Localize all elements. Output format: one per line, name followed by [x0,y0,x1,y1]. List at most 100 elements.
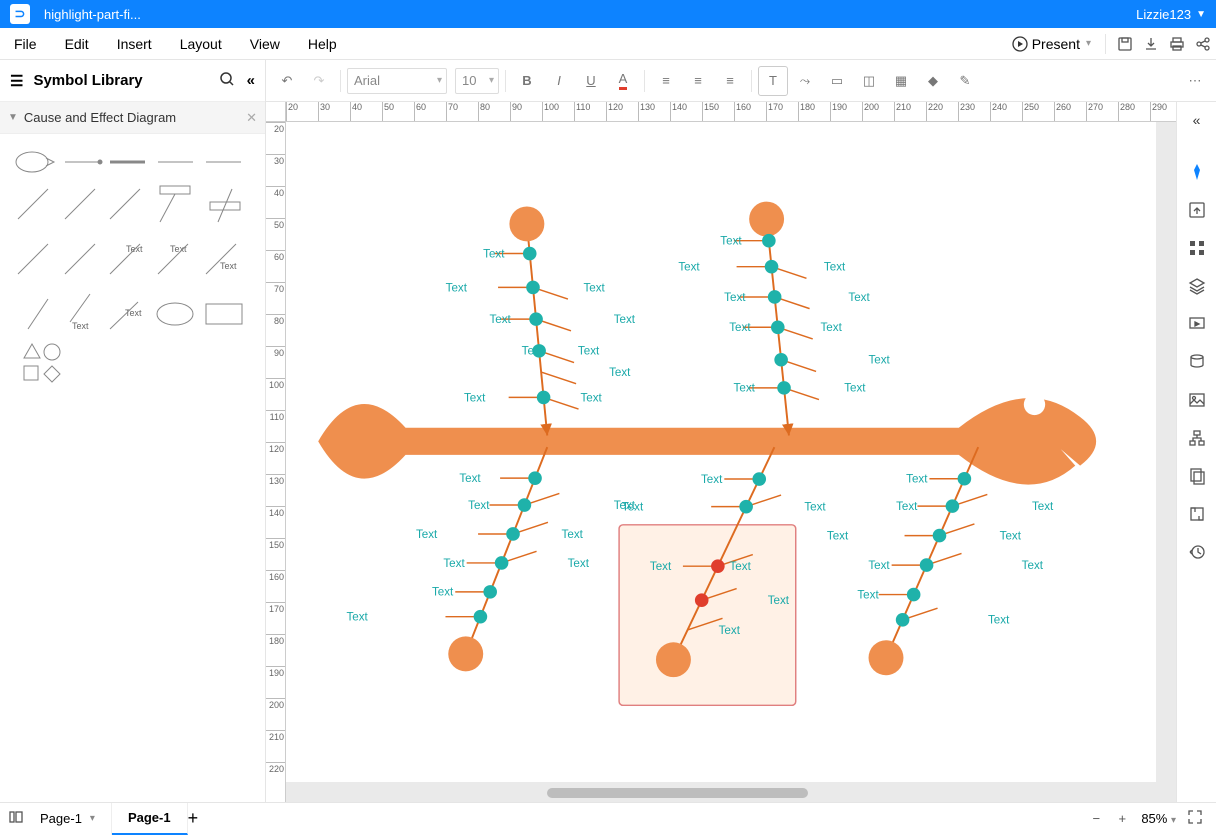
present-button[interactable]: Present ▾ [1004,36,1099,52]
menu-file[interactable]: File [0,36,51,52]
data-icon[interactable] [1185,350,1209,374]
svg-text:Text: Text [844,382,866,395]
pen-button[interactable]: ✎ [950,66,980,96]
outline-icon[interactable] [1185,426,1209,450]
document-name[interactable]: highlight-part-fi... [44,7,1136,22]
svg-text:Text: Text [432,586,454,599]
slide-icon[interactable] [1185,312,1209,336]
svg-text:Text: Text [609,366,631,379]
picture-icon[interactable] [1185,388,1209,412]
horizontal-scrollbar[interactable] [286,788,1156,800]
svg-text:Text: Text [1022,559,1044,572]
svg-text:Text: Text [678,261,700,274]
print-icon[interactable] [1164,31,1190,57]
svg-text:Text: Text [1000,529,1022,542]
svg-text:Text: Text [614,313,636,326]
svg-text:Text: Text [724,291,746,304]
svg-text:Text: Text [734,382,756,395]
canvas[interactable]: Text Text Text Text Text Text Text Text Text Text… [286,122,1156,782]
svg-text:Text: Text [125,308,142,318]
connector-button[interactable]: ⤳ [790,66,820,96]
right-panel: « [1176,102,1216,802]
zoom-level[interactable]: 85% ▾ [1135,811,1182,826]
svg-text:Text: Text [446,281,468,294]
svg-text:Text: Text [562,528,584,541]
close-category-icon[interactable]: ✕ [246,110,257,126]
fill-button[interactable]: ◆ [918,66,948,96]
svg-text:Text: Text [868,559,890,572]
container-button[interactable]: ◫ [854,66,884,96]
fishbone-diagram[interactable]: Text Text Text Text Text Text Text Text Text Text… [286,122,1156,782]
user-menu[interactable]: Lizzie123▼ [1136,7,1206,22]
svg-text:Text: Text [483,247,505,260]
svg-text:Text: Text [768,594,790,607]
svg-text:Text: Text [988,614,1010,627]
shape-button[interactable]: ▭ [822,66,852,96]
fullscreen-button[interactable] [1182,810,1208,827]
redo-button[interactable]: ↷ [304,66,334,96]
category-name[interactable]: Cause and Effect Diagram [24,110,246,125]
page-layout-icon[interactable] [8,809,24,828]
zoom-out-button[interactable]: − [1083,811,1109,826]
menu-view[interactable]: View [236,36,294,52]
underline-button[interactable]: U [576,66,606,96]
download-icon[interactable] [1138,31,1164,57]
align-dist-button[interactable]: ≡ [715,66,745,96]
svg-text:Text: Text [720,235,742,248]
history-icon[interactable] [1185,540,1209,564]
layers-icon[interactable] [1185,274,1209,298]
svg-text:Text: Text [896,500,918,513]
svg-text:Text: Text [170,244,187,254]
svg-text:Text: Text [583,281,605,294]
share-icon[interactable] [1190,31,1216,57]
svg-text:Text: Text [568,557,590,570]
format-toolbar: ↶ ↷ Arial 10 B I U A ≡ ≡ ≡ T ⤳ ▭ ◫ ▦ ◆ ✎… [266,60,1216,102]
svg-text:Text: Text [580,391,602,404]
apps-icon[interactable] [1185,236,1209,260]
add-page-button[interactable]: + [188,808,199,829]
collapse-panel-icon[interactable]: « [247,72,255,89]
svg-text:Text: Text [827,529,849,542]
font-family-select[interactable]: Arial [347,68,447,94]
more-button[interactable]: ⋯ [1180,66,1210,96]
svg-text:Text: Text [416,528,438,541]
app-logo[interactable]: ⊃ [10,4,30,24]
search-icon[interactable] [219,71,235,91]
image-button[interactable]: ▦ [886,66,916,96]
italic-button[interactable]: I [544,66,574,96]
svg-text:Text: Text [346,611,368,624]
save-icon[interactable] [1112,31,1138,57]
undo-button[interactable]: ↶ [272,66,302,96]
clipboard-icon[interactable] [1185,464,1209,488]
page-tab-1[interactable]: Page-1 [112,803,188,835]
align-center-button[interactable]: ≡ [683,66,713,96]
font-size-select[interactable]: 10 [455,68,499,94]
canvas-area[interactable]: 2030405060708090100110120130140150160170… [266,102,1176,802]
svg-text:Text: Text [459,472,481,485]
position-icon[interactable] [1185,502,1209,526]
text-tool-button[interactable]: T [758,66,788,96]
zoom-in-button[interactable]: + [1109,811,1135,826]
menu-layout[interactable]: Layout [166,36,236,52]
svg-text:Text: Text [220,261,237,271]
page-dropdown[interactable]: Page-1▾ [24,803,112,835]
theme-icon[interactable] [1185,160,1209,184]
font-color-button[interactable]: A [608,66,638,96]
svg-text:Text: Text [72,321,89,331]
symbol-library-panel: ☰ Symbol Library « ▼ Cause and Effect Di… [0,60,266,802]
svg-text:Text: Text [701,473,723,486]
menu-bar: FileEditInsertLayoutViewHelp Present ▾ [0,28,1216,60]
title-bar: ⊃ highlight-part-fi... Lizzie123▼ [0,0,1216,28]
bold-button[interactable]: B [512,66,542,96]
expand-panel-icon[interactable]: « [1185,108,1209,132]
status-bar: Page-1▾ Page-1 + − + 85% ▾ [0,802,1216,834]
export-icon[interactable] [1185,198,1209,222]
menu-edit[interactable]: Edit [51,36,103,52]
svg-text:Text: Text [857,588,879,601]
svg-text:Text: Text [804,501,826,514]
menu-help[interactable]: Help [294,36,351,52]
svg-text:Text: Text [719,624,741,637]
menu-insert[interactable]: Insert [103,36,166,52]
svg-text:Text: Text [824,261,846,274]
align-left-button[interactable]: ≡ [651,66,681,96]
